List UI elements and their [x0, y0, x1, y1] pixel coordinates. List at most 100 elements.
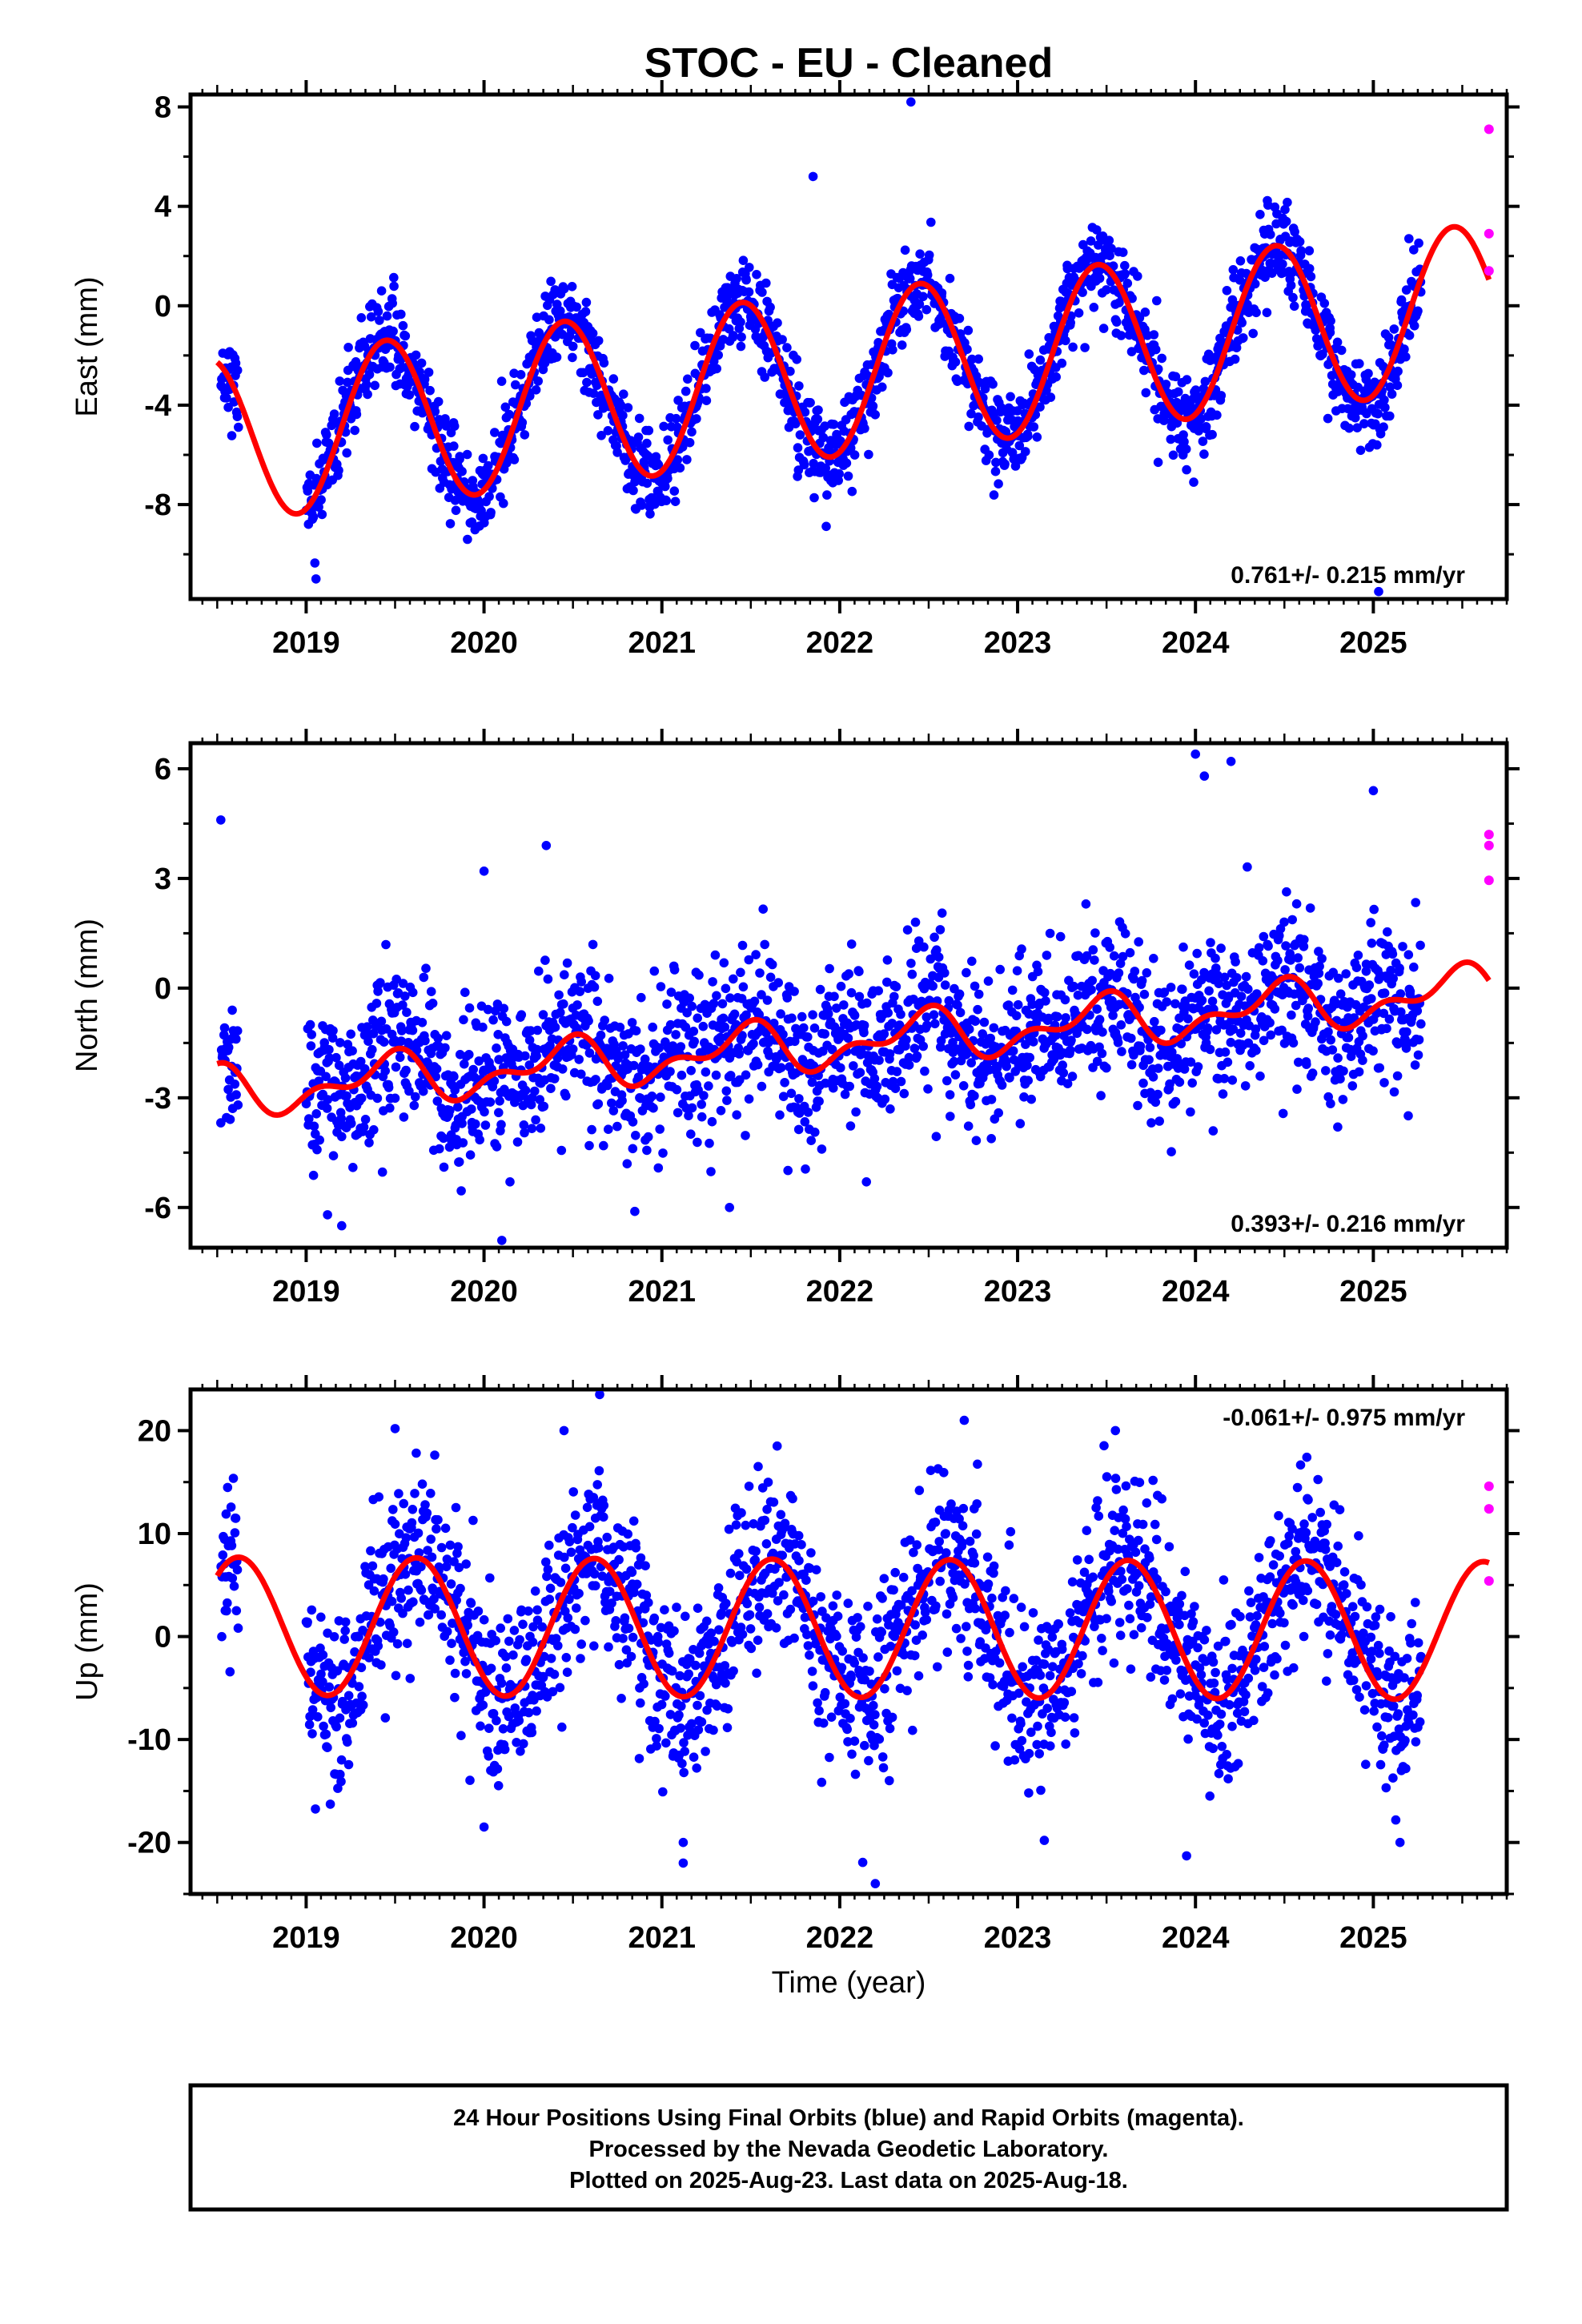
east-final-orbit-point [1066, 318, 1075, 328]
east-final-orbit-point [511, 380, 520, 390]
east-final-orbit-point [411, 350, 421, 360]
north-final-orbit-point [1156, 1025, 1166, 1035]
north-final-orbit-point [496, 1120, 506, 1130]
north-final-orbit-point [1235, 1028, 1246, 1038]
up-final-orbit-point [350, 1647, 359, 1657]
east-final-orbit-point [1281, 216, 1291, 227]
east-final-orbit-point [616, 400, 626, 410]
up-y-tick-label: -10 [127, 1723, 171, 1757]
up-final-orbit-point [448, 1618, 457, 1628]
east-final-orbit-point [433, 396, 444, 407]
up-final-orbit-point [423, 1546, 432, 1555]
north-final-orbit-point [1066, 1035, 1076, 1045]
up-final-orbit-point [556, 1578, 566, 1587]
up-final-orbit-point [407, 1518, 417, 1528]
east-final-orbit-point [1379, 422, 1388, 432]
up-final-orbit-point [369, 1586, 379, 1596]
east-final-orbit-point [467, 517, 477, 527]
east-final-orbit-point [1006, 392, 1015, 402]
east-final-orbit-point [588, 388, 599, 398]
north-final-orbit-point [684, 1111, 693, 1120]
north-final-orbit-point [859, 1020, 869, 1031]
east-final-orbit-point [1323, 413, 1333, 424]
up-final-orbit-point [545, 1583, 556, 1594]
east-final-orbit-point [1182, 464, 1191, 475]
up-y-tick-label: -20 [127, 1827, 171, 1860]
east-final-orbit-point [633, 432, 644, 442]
up-final-orbit-point [405, 1674, 416, 1683]
north-final-orbit-point [1388, 974, 1398, 983]
up-final-orbit-point [316, 1612, 326, 1622]
north-final-orbit-point [589, 982, 600, 992]
east-final-orbit-point [843, 471, 853, 481]
up-final-orbit-point [395, 1529, 404, 1538]
north-final-orbit-point [1187, 1078, 1197, 1088]
north-final-orbit-point [973, 1004, 982, 1015]
north-final-orbit-point [464, 1050, 474, 1059]
up-final-orbit-point [562, 1667, 572, 1677]
up-final-orbit-point [326, 1703, 336, 1713]
north-final-orbit-point [499, 1003, 509, 1014]
north-final-orbit-point [1133, 1100, 1142, 1111]
north-final-orbit-point [1313, 979, 1323, 988]
north-final-orbit-point [1270, 1004, 1280, 1014]
north-final-orbit-point [649, 966, 660, 976]
north-final-orbit-point [1403, 950, 1414, 959]
east-final-orbit-point [342, 448, 352, 458]
north-final-orbit-point [1170, 1096, 1181, 1107]
east-final-orbit-point [410, 421, 420, 432]
up-final-orbit-point [387, 1596, 397, 1606]
east-final-orbit-point [1199, 449, 1209, 459]
north-final-orbit-point [337, 1220, 347, 1231]
east-final-orbit-point [1327, 371, 1337, 380]
up-final-orbit-point [426, 1534, 436, 1544]
east-final-orbit-point [308, 512, 319, 522]
up-final-orbit-point [416, 1586, 427, 1595]
north-final-orbit-point [749, 996, 760, 1007]
up-final-orbit-point [549, 1670, 560, 1679]
north-final-orbit-point [554, 990, 564, 1000]
east-final-orbit-point [924, 250, 934, 260]
north-final-orbit-point [408, 987, 418, 998]
east-final-orbit-point [990, 466, 1001, 476]
east-final-orbit-point [1061, 336, 1070, 346]
up-final-orbit-point [426, 1489, 436, 1498]
north-final-orbit-point [1251, 1045, 1261, 1055]
up-final-orbit-point [496, 1623, 505, 1633]
east-final-orbit-point [777, 335, 787, 344]
east-final-orbit-point [782, 343, 792, 352]
east-final-orbit-point [701, 384, 711, 393]
north-final-orbit-point [347, 1046, 357, 1055]
up-final-orbit-point [307, 1729, 317, 1739]
north-final-orbit-point [1317, 954, 1327, 963]
up-final-orbit-point [456, 1731, 466, 1740]
north-final-orbit-point [1369, 904, 1379, 915]
north-final-orbit-point [1299, 942, 1309, 951]
north-final-orbit-point [721, 983, 731, 994]
north-final-orbit-point [315, 1135, 325, 1145]
north-final-orbit-point [950, 1070, 961, 1080]
east-final-orbit-point [424, 368, 434, 377]
east-final-orbit-point [317, 509, 327, 520]
east-final-orbit-point [556, 306, 565, 316]
east-final-orbit-point [1380, 403, 1390, 412]
east-final-orbit-point [496, 376, 507, 386]
east-final-orbit-point [343, 343, 353, 352]
east-final-orbit-point [847, 486, 857, 497]
north-final-orbit-point [397, 1026, 407, 1035]
north-final-orbit-point [391, 1062, 401, 1072]
north-final-orbit-point [223, 1043, 234, 1052]
up-final-orbit-point [313, 1712, 323, 1722]
up-y-axis-label: Up (mm) [70, 1582, 104, 1701]
north-final-orbit-point [1081, 899, 1091, 909]
north-final-orbit-point [1292, 1084, 1302, 1094]
north-final-orbit-point [899, 1088, 909, 1099]
up-final-orbit-point [420, 1500, 430, 1510]
north-final-orbit-point [806, 1136, 816, 1145]
east-x-tick-label: 2020 [450, 626, 518, 660]
east-final-orbit-point [967, 354, 977, 364]
east-final-orbit-point [1014, 440, 1025, 451]
north-final-orbit-point [1291, 1000, 1301, 1011]
north-final-orbit-point [767, 959, 777, 970]
north-final-orbit-point [888, 1076, 898, 1087]
